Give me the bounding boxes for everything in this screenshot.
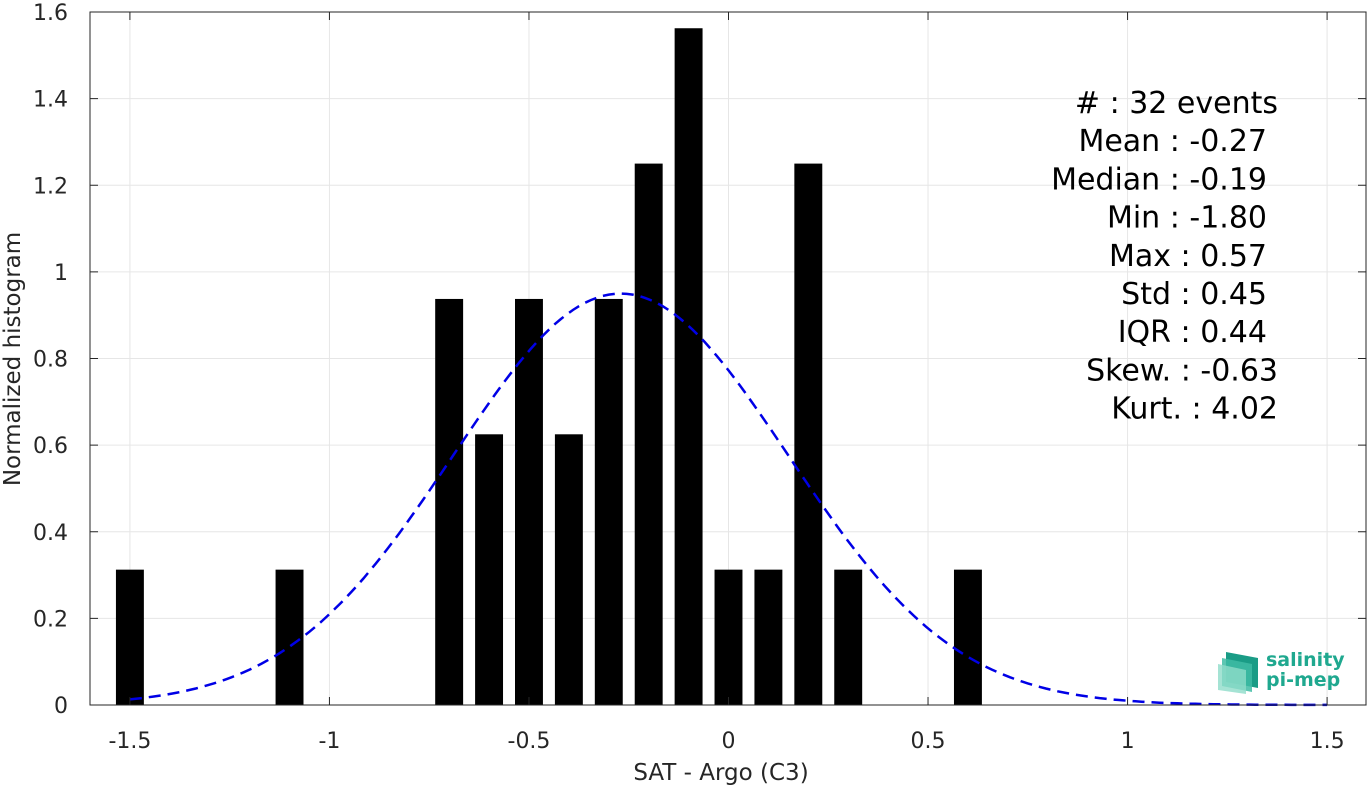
grid-lines: [90, 11, 1367, 706]
histogram-bar: [754, 569, 783, 705]
histogram-bar: [634, 163, 663, 705]
logo-line1: salinity: [1266, 649, 1345, 671]
histogram-bar: [435, 298, 464, 705]
y-tick-label: 1.2: [33, 174, 68, 199]
histogram-bar: [674, 28, 703, 705]
y-tick-label: 0.4: [33, 521, 68, 546]
x-tick-label: -1.5: [108, 729, 151, 754]
histogram-bar: [115, 569, 144, 705]
histogram-bar: [794, 163, 823, 705]
salinity-pimep-logo: salinity pi-mep: [1218, 649, 1345, 694]
histogram-bar: [475, 434, 504, 705]
y-tick-label: 0.2: [33, 607, 68, 632]
y-tick-label: 1.6: [33, 1, 68, 26]
bars: [115, 28, 982, 705]
histogram-bar: [714, 569, 743, 705]
stat-line: Std : 0.45: [1121, 277, 1267, 312]
histogram-bar: [834, 569, 863, 705]
histogram-bar: [953, 569, 982, 705]
x-tick-label: 1.5: [1310, 729, 1345, 754]
y-tick-label: 0: [54, 694, 68, 719]
stat-line: Min : -1.80: [1107, 201, 1267, 236]
y-tick-label: 0.6: [33, 434, 68, 459]
stat-line: IQR : 0.44: [1118, 315, 1267, 350]
histogram-bar: [594, 298, 623, 705]
stat-line: Median : -0.19: [1051, 162, 1267, 197]
histogram-bar: [554, 434, 583, 705]
x-tick-label: -1: [318, 729, 340, 754]
y-tick-labels: 0 0.2 0.4 0.6 0.8 1 1.2 1.4 1.6: [33, 1, 68, 719]
x-tick-label: 0.5: [911, 729, 946, 754]
y-tick-label: 1: [54, 261, 68, 286]
x-tick-label: -0.5: [508, 729, 551, 754]
stat-line: Kurt. : 4.02: [1111, 392, 1278, 427]
histogram-bar: [515, 298, 543, 705]
stat-line: Skew. : -0.63: [1086, 353, 1278, 388]
stat-line: Max : 0.57: [1109, 239, 1267, 274]
histogram-bar: [275, 569, 304, 705]
y-axis-label: Normalized histogram: [0, 232, 26, 486]
x-tick-label: 0: [722, 729, 736, 754]
x-tick-labels: -1.5 -1 -0.5 0 0.5 1 1.5: [108, 729, 1344, 754]
x-axis-label: SAT - Argo (C3): [633, 760, 808, 786]
logo-mark-icon: [1218, 652, 1258, 694]
y-tick-label: 0.8: [33, 348, 68, 373]
logo-line2: pi-mep: [1266, 669, 1340, 691]
stat-line: Mean : -0.27: [1078, 124, 1267, 159]
x-tick-label: 1: [1121, 729, 1135, 754]
tick-marks: [90, 11, 1366, 706]
gaussian-fit-curve: [129, 292, 1328, 707]
y-tick-label: 1.4: [33, 88, 68, 113]
stat-line: # : 32 events: [1075, 86, 1278, 121]
